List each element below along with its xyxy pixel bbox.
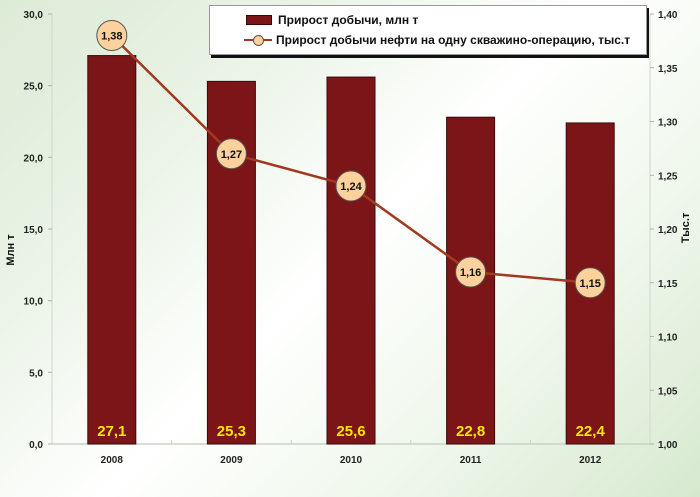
x-tick-label: 2008 [101,455,124,466]
line-point-marker [215,138,247,170]
line-point-marker [574,267,606,299]
x-tick-label: 2010 [340,455,363,466]
line-point-label: 1,27 [221,149,242,161]
left-tick-label: 10,0 [24,297,44,308]
legend-line-label: Прирост добычи нефти на одну скважино-оп… [276,33,631,47]
line-point-marker [455,256,487,288]
left-tick-label: 20,0 [24,153,44,164]
left-y-axis: 0,0 5,0 10,0 15,0 20,0 25,0 30,0 [24,10,52,451]
x-tick-label: 2011 [460,455,482,466]
bar-value-label: 22,8 [456,423,485,440]
right-tick-label: 1,20 [658,225,678,236]
right-tick-label: 1,00 [658,440,678,451]
line-point-label: 1,38 [101,31,122,43]
legend: Прирост добычи, млн т Прирост добычи неф… [209,5,647,55]
left-tick-label: 5,0 [29,368,43,379]
left-tick-label: 25,0 [24,82,44,93]
bar-value-label: 22,4 [576,423,606,440]
left-tick-label: 0,0 [29,440,43,451]
right-tick-label: 1,35 [658,64,678,75]
x-tick-label: 2012 [579,455,602,466]
right-axis-title: Тыс.т [680,212,692,243]
bar-value-label: 25,6 [336,423,365,440]
line-point-marker [335,170,367,202]
right-tick-label: 1,40 [658,10,678,21]
x-tick-label: 2009 [220,455,243,466]
legend-item-line: Прирост добычи нефти на одну скважино-оп… [244,32,630,48]
bar [87,55,137,445]
line-marker-swatch-icon [244,34,272,46]
bar-value-label: 27,1 [97,423,126,440]
right-tick-label: 1,10 [658,333,678,344]
bar-swatch-icon [246,15,272,25]
bar [206,80,256,445]
line-point-label: 1,16 [460,267,481,279]
right-tick-label: 1,15 [658,279,678,290]
line-point-label: 1,15 [579,278,600,290]
line-series: 1,38 1,27 1,24 1,16 1,15 [96,20,606,299]
right-tick-label: 1,30 [658,118,678,129]
legend-item-bar: Прирост добычи, млн т [246,12,418,28]
left-tick-label: 15,0 [24,225,44,236]
left-axis-title: Млн т [5,234,17,266]
bar-series: 27,1 25,3 25,6 22,8 22,4 [87,55,615,445]
right-y-axis: 1,00 1,05 1,10 1,15 1,20 1,25 1,30 1,35 1,40 [650,10,678,451]
right-tick-label: 1,05 [658,386,678,397]
right-tick-label: 1,25 [658,171,678,182]
line-point-marker [96,20,128,51]
line-point-label: 1,24 [340,181,362,193]
legend-bar-label: Прирост добычи, млн т [278,13,419,27]
bar [326,76,376,445]
left-tick-label: 30,0 [24,10,44,21]
bar-value-label: 25,3 [217,423,246,440]
